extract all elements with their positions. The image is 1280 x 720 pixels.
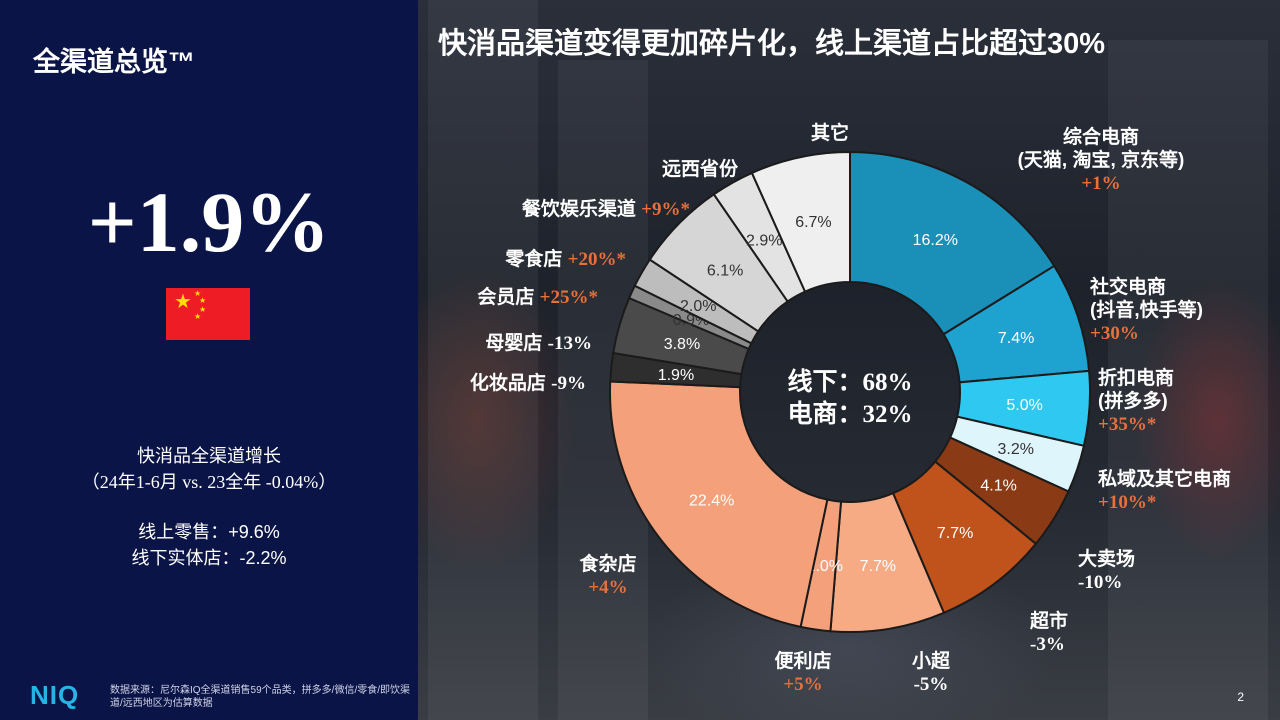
online-growth: 线上零售：+9.6% [138, 522, 280, 542]
center-label: 电商：32% [787, 399, 912, 428]
channel-name: 折扣电商 [1098, 368, 1175, 389]
china-flag-icon: ★ ★ ★ ★ ★ [166, 288, 250, 340]
channel-name: 餐饮娱乐渠道 [521, 199, 636, 220]
slice-value-label: 7.7% [860, 558, 896, 575]
slice-value-label: 3.2% [998, 441, 1034, 458]
channel-change: +25%* [539, 287, 598, 308]
channel-name: 私域及其它电商 [1098, 469, 1232, 490]
chart-panel: 快消品渠道变得更加碎片化，线上渠道占比超过30% 16.2% 7.4% 5.0% 3.… [418, 0, 1280, 720]
channel-label: 零食店 +20%* [458, 248, 626, 271]
slice-value-label: 1.9% [658, 367, 694, 384]
channel-name: 小超 [911, 651, 950, 672]
niq-logo: NIQ [30, 680, 80, 710]
channel-label: 食杂店 +4% [568, 553, 648, 599]
channel-change: +5% [783, 674, 823, 695]
slice-value-label: 2.0% [807, 558, 843, 575]
channel-label: 会员店 +25%* [438, 286, 598, 309]
page-number: 2 [1237, 690, 1244, 704]
slice-value-label: 7.4% [998, 330, 1034, 347]
channel-change: -3% [1030, 634, 1065, 655]
left-panel: 全渠道总览™ +1.9% ★ ★ ★ ★ ★ 快消品全渠道增长 （24年1-6月… [0, 0, 418, 720]
channel-change: +35%* [1098, 414, 1157, 435]
donut-slice [609, 380, 829, 629]
channel-label: 便利店 +5% [758, 650, 848, 696]
donut-chart: 16.2% 7.4% 5.0% 3.2% 4.1% 7.7% 7.7% 2.0% 22.4% 1.… [609, 150, 1091, 633]
channel-name: 综合电商 [1062, 127, 1139, 148]
slice-value-label: 6.7% [795, 214, 831, 231]
slice-value-label: 5.0% [1006, 397, 1042, 414]
channel-change: +1% [1081, 173, 1121, 194]
donut-slice [750, 150, 851, 293]
channel-label: 化妆品店 -9% [438, 372, 586, 395]
slice-value-label: 2.9% [746, 232, 782, 249]
growth-title: 快消品全渠道增长 [137, 446, 281, 466]
growth-period: （24年1-6月 vs. 23全年 -0.04%） [81, 472, 337, 492]
channel-name: 化妆品店 [469, 373, 546, 394]
channel-name: 食杂店 [579, 554, 637, 575]
channel-name: 零食店 [505, 249, 563, 270]
channel-label: 社交电商 (抖音,快手等) +30% [1090, 276, 1240, 345]
channel-name: 远西省份 [661, 159, 738, 180]
channel-name: 其它 [810, 123, 849, 144]
chart-title: 快消品渠道变得更加碎片化，线上渠道占比超过30% [438, 28, 1106, 60]
total-growth-value: +1.9% [87, 174, 331, 270]
slice-value-label: 4.1% [980, 477, 1016, 494]
channel-label: 其它 [780, 122, 880, 145]
channel-label: 折扣电商 (拼多多) +35%* [1098, 367, 1218, 436]
data-source-footnote: 数据来源：尼尔森IQ全渠道销售59个品类，拼多多/微信/零食/即饮渠道/远西地区… [110, 685, 411, 709]
slice-value-label: 16.2% [913, 232, 958, 249]
donut-slice [849, 150, 1056, 336]
channel-name: 超市 [1030, 611, 1069, 632]
channel-name: (拼多多) [1098, 391, 1168, 412]
channel-change: +10%* [1098, 492, 1157, 513]
channel-label: 大卖场 -10% [1078, 548, 1178, 594]
slice-value-label: 7.7% [937, 525, 973, 542]
channel-change: -5% [913, 674, 949, 695]
slice-value-label: 2.0% [680, 298, 716, 315]
channel-name: 便利店 [774, 651, 832, 672]
channel-name: 会员店 [477, 287, 535, 308]
channel-label: 超市 -3% [1030, 610, 1110, 656]
slice-value-label: 22.4% [689, 492, 734, 509]
section-title: 全渠道总览™ [33, 47, 195, 77]
slice-value-label: 3.8% [664, 336, 700, 353]
channel-name: 母婴店 [485, 333, 543, 354]
slice-value-label: 6.1% [707, 262, 743, 279]
channel-change: +4% [588, 577, 628, 598]
channel-label: 远西省份 [640, 158, 760, 181]
channel-label: 餐饮娱乐渠道 +9%* [478, 198, 690, 221]
channel-change: -9% [551, 373, 586, 394]
channel-change: -10% [1078, 572, 1123, 593]
channel-name: (天猫, 淘宝, 京东等) [1017, 150, 1185, 171]
channel-label: 综合电商 (天猫, 淘宝, 京东等) +1% [1006, 126, 1196, 195]
channel-change: -13% [547, 333, 592, 354]
channel-change: +20%* [567, 249, 626, 270]
channel-label: 小超 -5% [886, 650, 976, 696]
offline-growth: 线下实体店：-2.2% [131, 548, 287, 568]
channel-label: 母婴店 -13% [458, 332, 592, 355]
channel-name: 大卖场 [1078, 549, 1136, 570]
channel-name: (抖音,快手等) [1090, 300, 1203, 321]
channel-change: +9%* [641, 199, 690, 220]
channel-name: 社交电商 [1090, 277, 1167, 298]
channel-label: 私域及其它电商 +10%* [1098, 468, 1258, 514]
channel-change: +30% [1090, 323, 1139, 344]
center-label: 线下：68% [787, 367, 912, 396]
